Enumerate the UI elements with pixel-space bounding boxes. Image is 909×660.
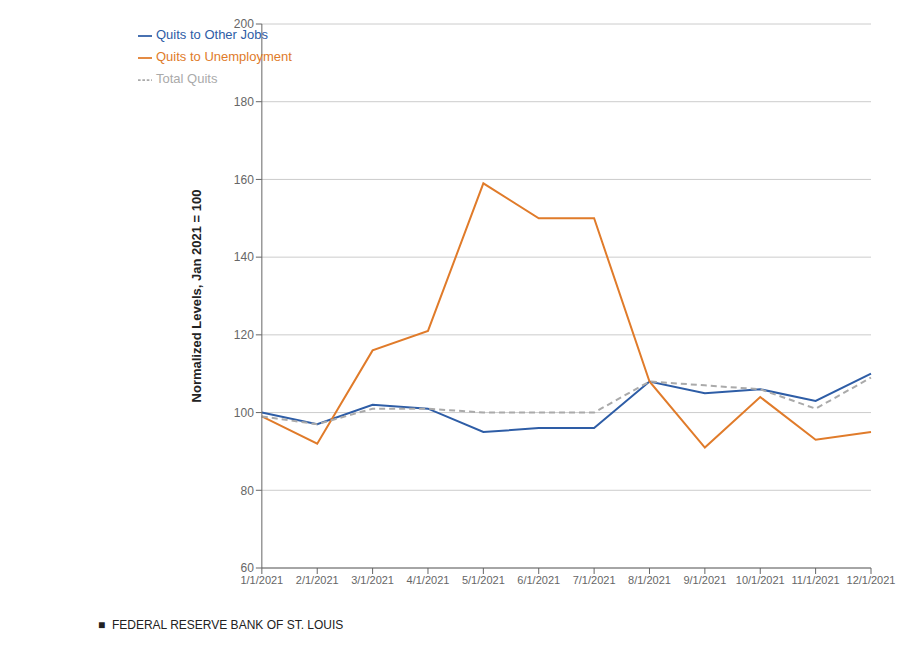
svg-text:60: 60 [240,561,254,575]
svg-text:5/1/2021: 5/1/2021 [462,574,505,586]
svg-text:160: 160 [234,173,254,187]
svg-text:3/1/2021: 3/1/2021 [351,574,394,586]
svg-text:12/1/2021: 12/1/2021 [847,574,896,586]
svg-text:180: 180 [234,95,254,109]
svg-text:11/1/2021: 11/1/2021 [792,574,840,586]
svg-text:4/1/2021: 4/1/2021 [407,574,450,586]
html-text:Quits to Unemployment: Quits to Unemployment [156,49,292,64]
svg-text:80: 80 [240,484,254,498]
svg-text:1/1/2021: 1/1/2021 [240,574,283,586]
svg-text:2/1/2021: 2/1/2021 [296,574,339,586]
svg-text:120: 120 [234,328,254,342]
svg-text:100: 100 [234,406,254,420]
html-text:Quits to Other Jobs: Quits to Other Jobs [156,27,268,42]
svg-text:200: 200 [234,17,254,31]
html-text:■ FEDERAL RESERVE BANK OF ST.: ■ FEDERAL RESERVE BANK OF ST. LOUIS [98,618,344,632]
svg-text:Normalized Levels, Jan 2021 =: Normalized Levels, Jan 2021 = 100 [189,190,204,403]
svg-text:9/1/2021: 9/1/2021 [683,574,726,586]
svg-text:140: 140 [234,250,254,264]
svg-text:7/1/2021: 7/1/2021 [573,574,616,586]
html-text:Total Quits: Total Quits [156,71,218,86]
svg-text:6/1/2021: 6/1/2021 [517,574,560,586]
svg-text:8/1/2021: 8/1/2021 [628,574,671,586]
svg-text:10/1/2021: 10/1/2021 [736,574,785,586]
